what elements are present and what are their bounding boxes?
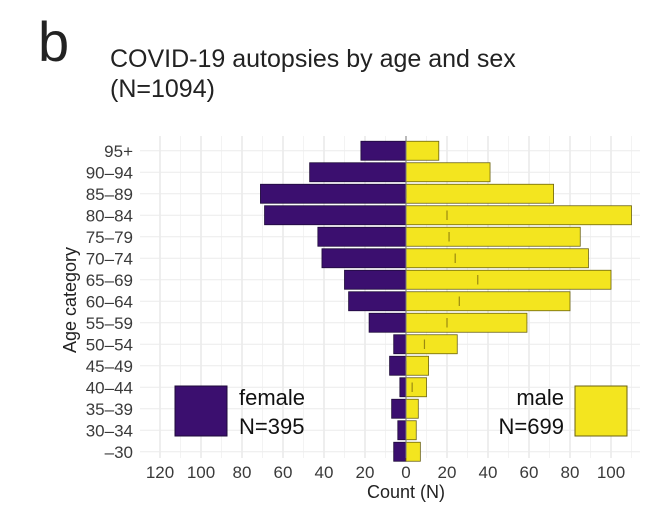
y-tick-label: –30 <box>105 443 133 462</box>
bar-female <box>391 398 407 419</box>
bar-female <box>399 377 407 398</box>
legend-male: male N=699 <box>499 385 628 439</box>
y-tick-label: 65–69 <box>86 271 133 290</box>
bar-male <box>405 269 612 290</box>
y-tick-label: 90–94 <box>86 163 133 182</box>
bar-male <box>405 162 491 183</box>
x-tick-label: 60 <box>520 463 539 482</box>
bar-male <box>405 226 581 247</box>
bar-male <box>405 355 429 376</box>
x-tick-label: 20 <box>356 463 375 482</box>
x-tick-label: 100 <box>187 463 215 482</box>
bar-male <box>405 441 421 462</box>
bar-male <box>405 183 555 204</box>
legend-female-swatch <box>174 385 228 437</box>
x-tick-label: 80 <box>561 463 580 482</box>
bar-female <box>393 441 407 462</box>
x-tick-label: 120 <box>146 463 174 482</box>
legend-male-swatch <box>574 385 628 437</box>
chart-title-line-2: (N=1094) <box>110 75 215 103</box>
bar-female <box>393 334 407 355</box>
bar-male <box>405 398 419 419</box>
legend-female: female N=395 <box>174 385 305 439</box>
x-tick-label: 20 <box>438 463 457 482</box>
y-tick-label: 55–59 <box>86 314 133 333</box>
y-tick-label: 35–39 <box>86 400 133 419</box>
y-tick-label: 80–84 <box>86 206 133 225</box>
legend-female-count: N=395 <box>239 414 304 439</box>
bar-female <box>348 291 407 312</box>
y-tick-label: 50–54 <box>86 335 133 354</box>
chart-title: COVID-19 autopsies by age and sex (N=109… <box>110 44 516 104</box>
bar-female <box>360 140 407 161</box>
x-axis-title: Count (N) <box>367 482 445 502</box>
x-tick-labels: 120 100 80 60 40 20 0 20 40 60 80 100 <box>146 463 625 482</box>
y-tick-labels: 95+ 90–94 85–89 80–84 75–79 70–74 65–69 60–64 55… <box>86 142 133 462</box>
legend-male-count: N=699 <box>499 414 564 439</box>
x-tick-label: 80 <box>233 463 252 482</box>
bar-male <box>405 377 427 398</box>
bar-male <box>405 291 571 312</box>
bar-male <box>405 334 458 355</box>
bar-female <box>344 269 407 290</box>
y-tick-label: 95+ <box>104 142 133 161</box>
legend-male-label: male <box>516 385 564 410</box>
x-tick-label: 100 <box>597 463 625 482</box>
y-axis-title: Age category <box>60 247 80 353</box>
bar-male <box>405 420 417 441</box>
bar-female <box>368 312 407 333</box>
y-tick-label: 70–74 <box>86 249 133 268</box>
y-tick-label: 75–79 <box>86 228 133 247</box>
panel-label: b <box>38 10 70 73</box>
bar-female <box>317 226 407 247</box>
bar-male <box>405 205 632 226</box>
bar-female <box>321 248 407 269</box>
chart-title-line-1: COVID-19 autopsies by age and sex <box>110 45 516 73</box>
bar-male <box>405 248 589 269</box>
legend-female-label: female <box>239 385 305 410</box>
y-tick-label: 40–44 <box>86 378 133 397</box>
bar-female <box>264 205 407 226</box>
y-tick-label: 60–64 <box>86 292 133 311</box>
bar-male <box>405 312 528 333</box>
y-tick-label: 45–49 <box>86 357 133 376</box>
bar-female <box>260 183 407 204</box>
bar-female <box>397 420 407 441</box>
bars <box>260 140 632 462</box>
bar-male <box>405 140 440 161</box>
bar-female <box>309 162 407 183</box>
y-tick-label: 85–89 <box>86 185 133 204</box>
x-tick-label: 40 <box>315 463 334 482</box>
y-tick-label: 30–34 <box>86 421 133 440</box>
x-tick-label: 60 <box>274 463 293 482</box>
bar-female <box>389 355 407 376</box>
x-tick-label: 0 <box>401 463 410 482</box>
x-tick-label: 40 <box>479 463 498 482</box>
